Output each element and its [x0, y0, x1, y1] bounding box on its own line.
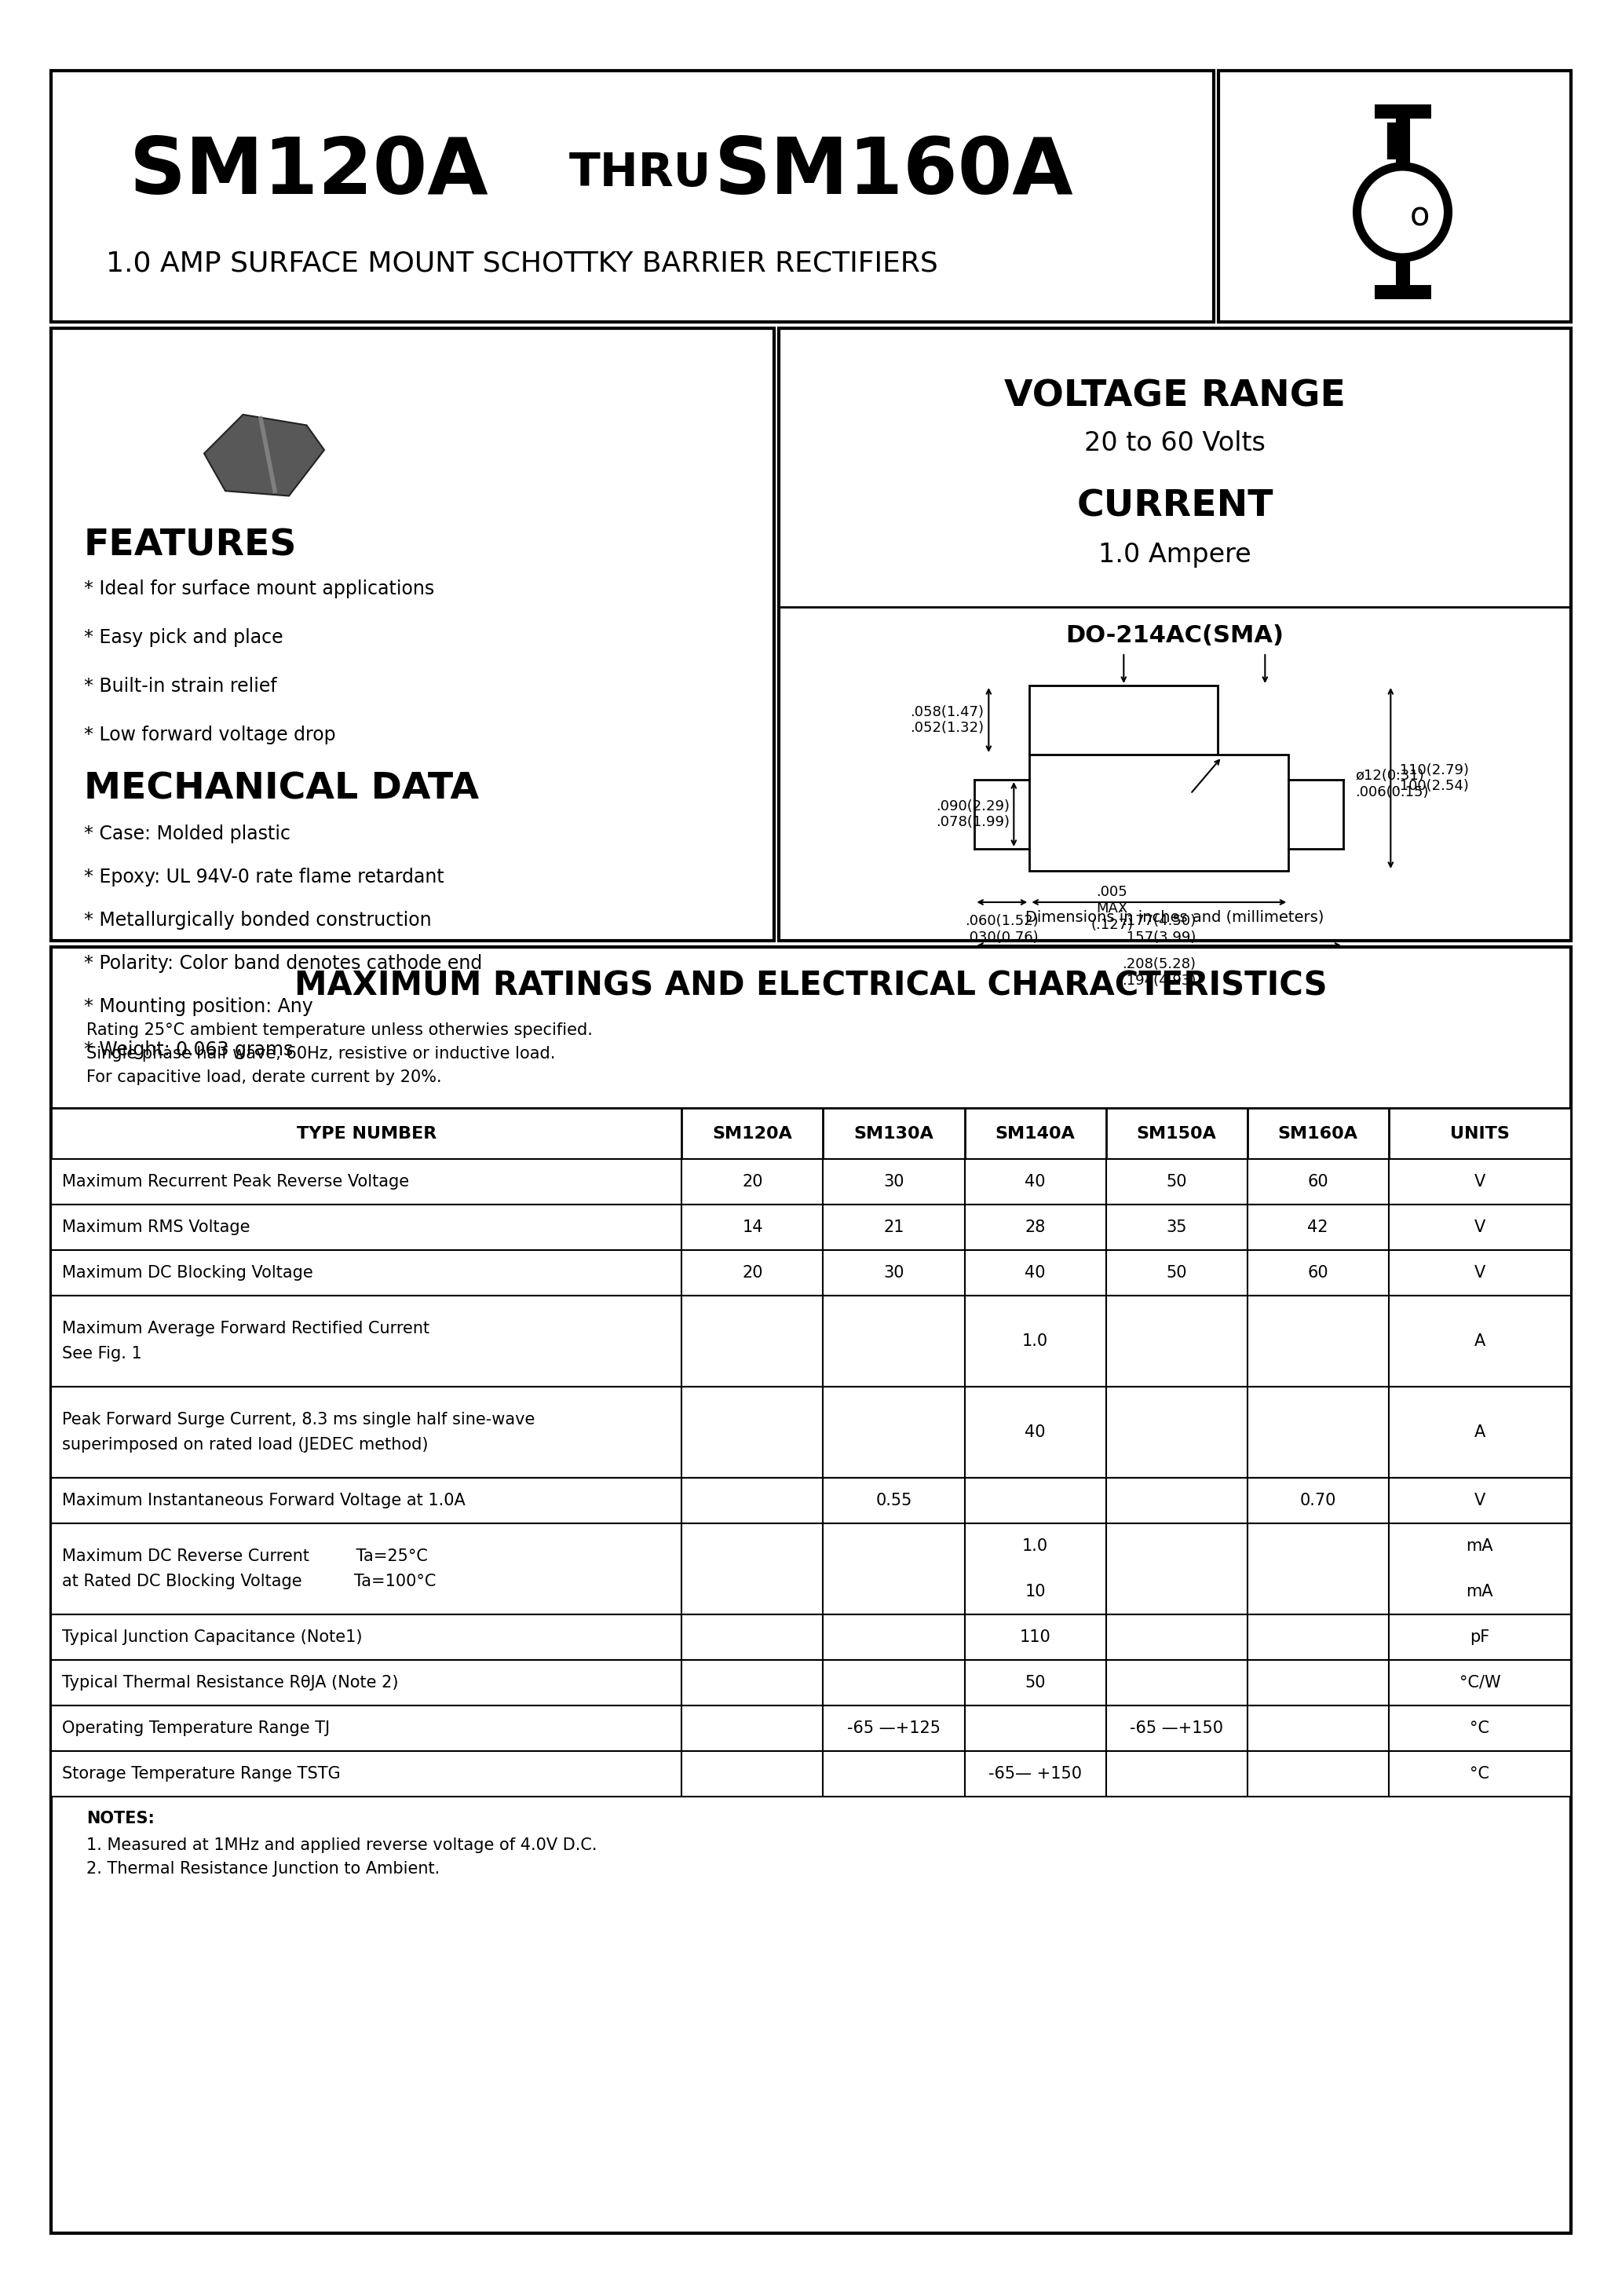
- Text: 14: 14: [743, 1219, 762, 1235]
- Bar: [50, 946, 1572, 2234]
- Text: 20: 20: [743, 1173, 762, 1189]
- Bar: [1030, 755, 1288, 870]
- Bar: [1030, 687, 1218, 755]
- Bar: [1218, 71, 1572, 321]
- Bar: [50, 328, 774, 941]
- Text: .005
MAX
(.127): .005 MAX (.127): [1090, 884, 1134, 932]
- Text: .177(4.50)
.157(3.99): .177(4.50) .157(3.99): [1122, 914, 1195, 944]
- Text: * Metallurgically bonded construction: * Metallurgically bonded construction: [84, 912, 431, 930]
- Text: superimposed on rated load (JEDEC method): superimposed on rated load (JEDEC method…: [62, 1437, 428, 1453]
- Text: FEATURES: FEATURES: [84, 528, 297, 565]
- Text: mA: mA: [1466, 1538, 1494, 1554]
- Text: 28: 28: [1025, 1219, 1046, 1235]
- Text: .090(2.29)
.078(1.99): .090(2.29) .078(1.99): [936, 799, 1011, 829]
- Text: 60: 60: [1307, 1173, 1328, 1189]
- Text: 0.55: 0.55: [876, 1492, 912, 1508]
- Text: pF: pF: [1470, 1630, 1489, 1644]
- Text: 50: 50: [1025, 1674, 1046, 1690]
- Text: SM150A: SM150A: [1137, 1125, 1216, 1141]
- Text: I: I: [1382, 122, 1400, 170]
- Text: * Epoxy: UL 94V-0 rate flame retardant: * Epoxy: UL 94V-0 rate flame retardant: [84, 868, 444, 886]
- Text: V: V: [1474, 1265, 1486, 1281]
- Text: Typical Thermal Resistance RθJA (Note 2): Typical Thermal Resistance RθJA (Note 2): [62, 1674, 399, 1690]
- Bar: [50, 1159, 1572, 1205]
- Text: TYPE NUMBER: TYPE NUMBER: [297, 1125, 436, 1141]
- Bar: [50, 1109, 1572, 1159]
- Text: See Fig. 1: See Fig. 1: [62, 1345, 141, 1362]
- Bar: [50, 1295, 1572, 1387]
- Bar: [50, 1614, 1572, 1660]
- Text: NOTES:: NOTES:: [86, 1812, 154, 1825]
- Text: * Easy pick and place: * Easy pick and place: [84, 629, 284, 647]
- Text: 35: 35: [1166, 1219, 1187, 1235]
- Text: 20: 20: [743, 1265, 762, 1281]
- Text: * Mounting position: Any: * Mounting position: Any: [84, 996, 313, 1017]
- Text: 110: 110: [1020, 1630, 1051, 1644]
- Text: 60: 60: [1307, 1265, 1328, 1281]
- Text: Maximum DC Blocking Voltage: Maximum DC Blocking Voltage: [62, 1265, 313, 1281]
- Text: SM130A: SM130A: [853, 1125, 934, 1141]
- Bar: [50, 1706, 1572, 1752]
- Text: 30: 30: [884, 1265, 903, 1281]
- Bar: [50, 1249, 1572, 1295]
- Bar: [50, 1752, 1572, 1795]
- Text: 50: 50: [1166, 1265, 1187, 1281]
- Text: 20 to 60 Volts: 20 to 60 Volts: [1083, 429, 1265, 457]
- Text: MAXIMUM RATINGS AND ELECTRICAL CHARACTERISTICS: MAXIMUM RATINGS AND ELECTRICAL CHARACTER…: [295, 969, 1327, 1001]
- Text: 21: 21: [884, 1219, 903, 1235]
- Text: at Rated DC Blocking Voltage          Ta=100°C: at Rated DC Blocking Voltage Ta=100°C: [62, 1573, 436, 1589]
- Text: .060(1.52)
.030(0.76): .060(1.52) .030(0.76): [965, 914, 1038, 944]
- Text: SM140A: SM140A: [996, 1125, 1075, 1141]
- Text: 40: 40: [1025, 1173, 1046, 1189]
- Bar: [50, 1479, 1572, 1522]
- Text: * Case: Molded plastic: * Case: Molded plastic: [84, 824, 290, 843]
- Text: Operating Temperature Range TJ: Operating Temperature Range TJ: [62, 1720, 329, 1736]
- Text: 0.70: 0.70: [1299, 1492, 1337, 1508]
- Text: 50: 50: [1166, 1173, 1187, 1189]
- Text: DO-214AC(SMA): DO-214AC(SMA): [1066, 625, 1285, 647]
- Text: MECHANICAL DATA: MECHANICAL DATA: [84, 771, 478, 808]
- Text: .110(2.79)
.100(2.54): .110(2.79) .100(2.54): [1395, 762, 1470, 794]
- Text: 2. Thermal Resistance Junction to Ambient.: 2. Thermal Resistance Junction to Ambien…: [86, 1862, 440, 1876]
- Text: * Low forward voltage drop: * Low forward voltage drop: [84, 726, 336, 744]
- Text: -65 —+150: -65 —+150: [1131, 1720, 1223, 1736]
- Text: V: V: [1474, 1492, 1486, 1508]
- Text: UNITS: UNITS: [1450, 1125, 1510, 1141]
- Text: Maximum Average Forward Rectified Current: Maximum Average Forward Rectified Curren…: [62, 1320, 430, 1336]
- Text: Maximum DC Reverse Current         Ta=25°C: Maximum DC Reverse Current Ta=25°C: [62, 1548, 428, 1564]
- Text: 1.0 Ampere: 1.0 Ampere: [1098, 542, 1251, 567]
- Text: -65 —+125: -65 —+125: [847, 1720, 941, 1736]
- Text: THRU: THRU: [569, 149, 712, 195]
- Text: Peak Forward Surge Current, 8.3 ms single half sine-wave: Peak Forward Surge Current, 8.3 ms singl…: [62, 1412, 535, 1428]
- Text: * Polarity: Color band denotes cathode end: * Polarity: Color band denotes cathode e…: [84, 955, 482, 974]
- Bar: [50, 1522, 1572, 1614]
- Text: Dimensions in inches and (millimeters): Dimensions in inches and (millimeters): [1025, 909, 1324, 925]
- Text: 1.0: 1.0: [1022, 1334, 1048, 1350]
- Text: V: V: [1474, 1173, 1486, 1189]
- Text: VOLTAGE RANGE: VOLTAGE RANGE: [1004, 379, 1346, 416]
- Text: 10: 10: [1025, 1584, 1046, 1600]
- Text: Typical Junction Capacitance (Note1): Typical Junction Capacitance (Note1): [62, 1630, 362, 1644]
- Text: SM160A: SM160A: [714, 135, 1074, 211]
- Bar: [50, 1387, 1572, 1479]
- Text: Single phase half wave, 60Hz, resistive or inductive load.: Single phase half wave, 60Hz, resistive …: [86, 1047, 555, 1061]
- Text: ø12(0.31)
.006(0.15): ø12(0.31) .006(0.15): [1356, 769, 1429, 799]
- Text: A: A: [1474, 1424, 1486, 1440]
- Text: 42: 42: [1307, 1219, 1328, 1235]
- Text: SM120A: SM120A: [130, 135, 488, 211]
- Text: 40: 40: [1025, 1424, 1046, 1440]
- Text: 1.0: 1.0: [1022, 1538, 1048, 1554]
- Text: o: o: [1410, 200, 1431, 232]
- Text: mA: mA: [1466, 1584, 1494, 1600]
- Text: -65— +150: -65— +150: [988, 1766, 1082, 1782]
- Polygon shape: [204, 416, 324, 496]
- Text: SM120A: SM120A: [712, 1125, 793, 1141]
- Text: °C/W: °C/W: [1460, 1674, 1500, 1690]
- Bar: [50, 1660, 1572, 1706]
- Text: °C: °C: [1470, 1766, 1489, 1782]
- Text: 1. Measured at 1MHz and applied reverse voltage of 4.0V D.C.: 1. Measured at 1MHz and applied reverse …: [86, 1837, 597, 1853]
- Text: 40: 40: [1025, 1265, 1046, 1281]
- Text: 1.0 AMP SURFACE MOUNT SCHOTTKY BARRIER RECTIFIERS: 1.0 AMP SURFACE MOUNT SCHOTTKY BARRIER R…: [105, 250, 938, 276]
- Bar: [50, 71, 1213, 321]
- Text: Maximum Recurrent Peak Reverse Voltage: Maximum Recurrent Peak Reverse Voltage: [62, 1173, 409, 1189]
